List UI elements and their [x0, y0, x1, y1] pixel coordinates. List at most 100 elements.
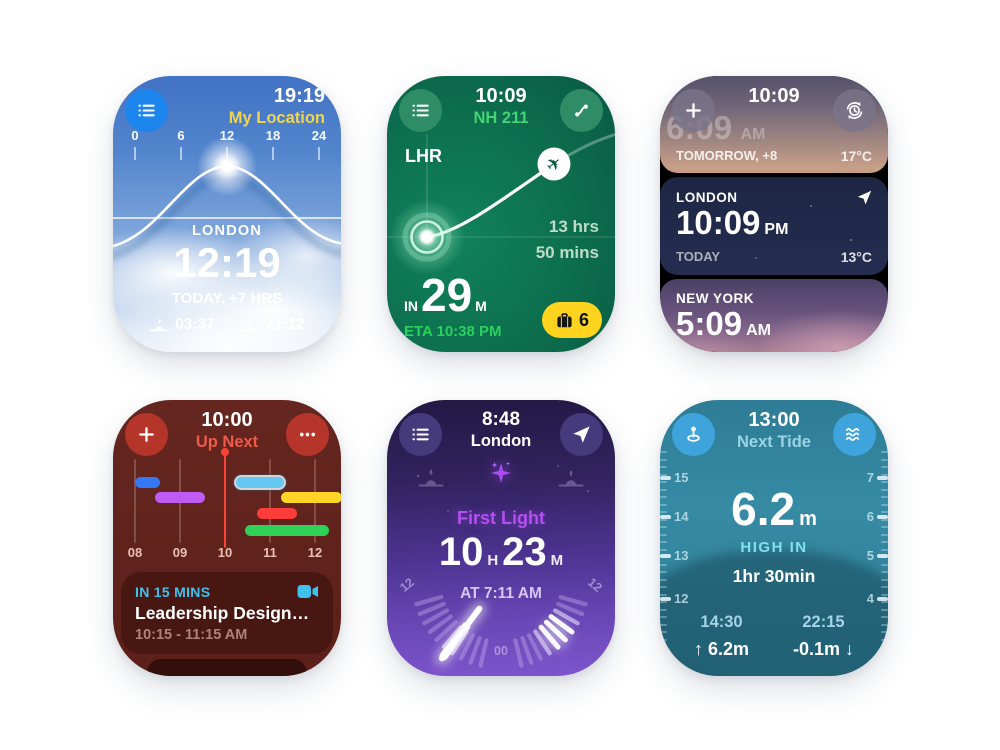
- watch-time: 10:00: [201, 409, 253, 431]
- ruler-minor-tick: [660, 533, 667, 536]
- ruler-minor-tick: [660, 518, 667, 521]
- tide-countdown: 1hr 30min: [732, 566, 816, 586]
- ruler-minor-tick: [660, 661, 667, 663]
- sunset-time: 21:12: [265, 316, 305, 333]
- route-button[interactable]: [560, 89, 603, 132]
- duration-minutes: 50 mins: [535, 242, 599, 262]
- ellipsis-icon: [299, 432, 316, 437]
- calendar-gridline: [269, 459, 271, 543]
- card-time-meridiem: PM: [764, 221, 789, 238]
- add-city-button[interactable]: [672, 89, 715, 132]
- ruler-major-tick: [877, 554, 888, 558]
- ruler-minor-tick: [660, 481, 667, 483]
- location-button[interactable]: [560, 413, 603, 456]
- card-time-meridiem: AM: [746, 322, 771, 339]
- dial-tick: [558, 594, 588, 607]
- dial-tick: [552, 608, 580, 626]
- calendar-event-red[interactable]: [256, 508, 297, 519]
- card-day-offset: TOMORROW, +8: [676, 148, 778, 163]
- calendar-title: Up Next: [195, 433, 259, 451]
- card-day-offset: TODAY: [676, 249, 721, 264]
- dial-tick: [434, 620, 458, 643]
- ruler-minor-tick: [881, 541, 888, 543]
- ruler-minor-tick: [660, 646, 667, 648]
- sunrise-time: 03:37: [175, 316, 215, 333]
- calendar-event-yellow[interactable]: [281, 492, 341, 503]
- ruler-minor-tick: [881, 548, 888, 551]
- city-name: London: [470, 432, 532, 450]
- bag-count: 6: [578, 309, 589, 330]
- dial-tick: [538, 624, 561, 650]
- ruler-minor-tick: [881, 601, 888, 603]
- route-icon: [575, 104, 588, 117]
- event-title: Leadership Design…: [135, 603, 310, 623]
- more-options-button[interactable]: [286, 413, 329, 456]
- faded-city-meridiem: AM: [740, 126, 766, 143]
- calendar-event-blue[interactable]: [135, 477, 160, 488]
- calendar-event-cyan[interactable]: [236, 477, 284, 488]
- phase-time: AT 7:11 AM: [460, 585, 542, 602]
- ruler-minor-tick: [881, 518, 888, 521]
- next-event-card-peek[interactable]: [147, 659, 307, 676]
- scale-tick-label: 18: [250, 128, 296, 160]
- tide-event-value: -0.1m ↓: [792, 639, 854, 659]
- baggage-badge[interactable]: 6: [541, 302, 602, 338]
- water-dome: [660, 550, 888, 676]
- pin-icon: [687, 426, 700, 442]
- ruler-minor-tick: [660, 548, 667, 551]
- plane-icon: ✈: [537, 147, 571, 181]
- ruler-minor-tick: [660, 466, 667, 468]
- card-time-value: 5:09: [676, 305, 743, 342]
- ruler-scale-label: 12: [674, 591, 689, 606]
- watch-face-solar-clock: 19:19 My Location 0 6 12 18 24 LONDON 12…: [113, 76, 341, 352]
- dial-tick: [417, 601, 446, 617]
- dial-tick: [556, 601, 585, 617]
- card-time: 10:09 PM: [676, 204, 788, 242]
- ruler-minor-tick: [660, 473, 667, 476]
- tide-title: Next Tide: [737, 433, 811, 451]
- ruler-minor-tick: [660, 541, 667, 543]
- add-event-button[interactable]: [125, 413, 168, 456]
- menu-button[interactable]: [399, 413, 442, 456]
- ruler-minor-tick: [660, 503, 667, 506]
- upcoming-event-card[interactable]: IN 15 MINS Leadership Design… 10:15 - 11…: [121, 572, 333, 654]
- calendar-hour-label: 09: [172, 545, 188, 560]
- menu-button[interactable]: [399, 89, 442, 132]
- watch-time: 10:09: [748, 85, 800, 107]
- ruler-minor-tick: [881, 458, 888, 461]
- scale-tick-label: 6: [158, 128, 204, 160]
- watch-time: 19:19: [273, 85, 325, 107]
- ruler-minor-tick: [881, 473, 888, 476]
- ruler-scale-label: 6: [866, 509, 874, 524]
- menu-button[interactable]: [125, 89, 168, 132]
- dial-tick: [427, 614, 454, 635]
- ruler-major-tick: [877, 515, 888, 519]
- plus-icon: [139, 427, 154, 442]
- card-city: LONDON: [676, 190, 738, 205]
- ruler-scale-label: 5: [866, 548, 874, 563]
- horizon-line: [113, 217, 341, 219]
- tide-location-button[interactable]: [672, 413, 715, 456]
- location-label[interactable]: My Location: [228, 109, 325, 127]
- timezone-convert-button[interactable]: [833, 89, 876, 132]
- calendar-event-purple[interactable]: [155, 492, 205, 503]
- ruler-minor-tick: [881, 623, 888, 626]
- ruler-minor-tick: [660, 668, 667, 671]
- calendar-hour-label: 10: [217, 545, 233, 560]
- card-time: 5:09 AM: [676, 305, 771, 343]
- landing-countdown: 29: [421, 269, 473, 321]
- worldclock-card-new-york[interactable]: NEW YORK 5:09 AM: [660, 279, 888, 352]
- ruler-minor-tick: [881, 616, 888, 618]
- calendar-event-green[interactable]: [245, 525, 329, 536]
- timezone-sync-icon: [846, 102, 863, 119]
- waves-button[interactable]: [833, 413, 876, 456]
- ruler-minor-tick: [660, 638, 667, 641]
- card-temperature: 13°C: [840, 249, 872, 265]
- worldclock-card-london[interactable]: LONDON 10:09 PM TODAY 13°C: [660, 177, 888, 275]
- sunset-icon: [418, 469, 444, 487]
- watch-face-tide: 13:00 Next Tide 15 14 13 12 7 6 5 4 6.2 m HIGH…: [660, 400, 888, 676]
- ruler-minor-tick: [881, 578, 888, 581]
- ruler-minor-tick: [660, 451, 667, 453]
- ruler-minor-tick: [881, 496, 888, 498]
